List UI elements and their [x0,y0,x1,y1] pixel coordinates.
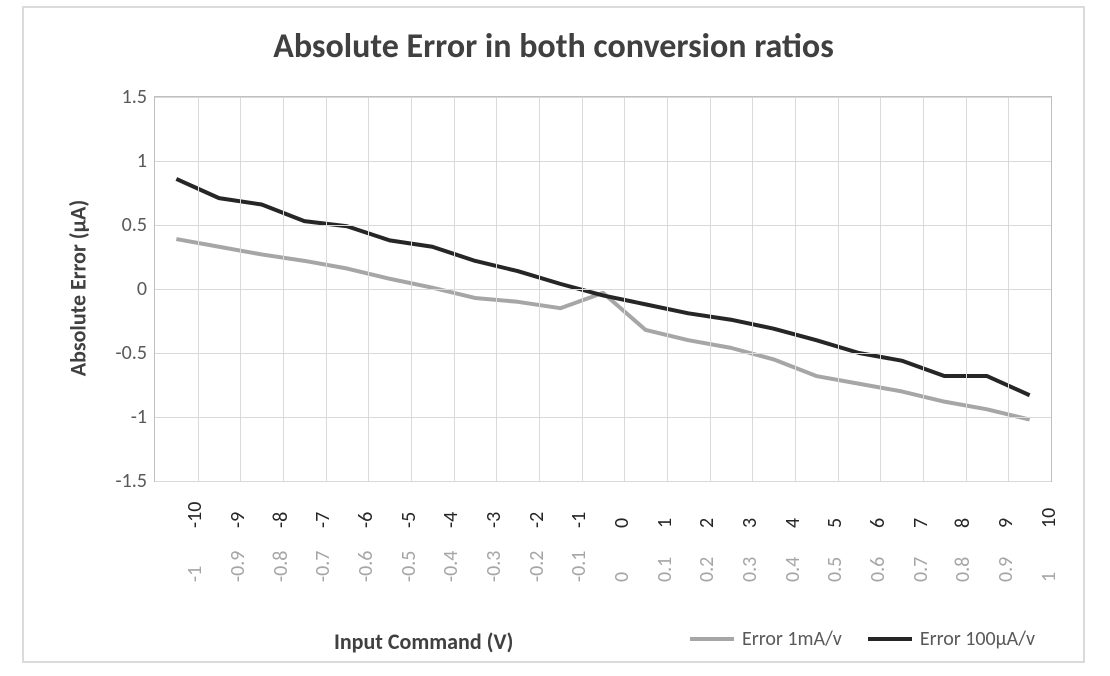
gridline-v [880,97,881,481]
series-line-0 [176,239,1029,419]
gridline-v [1008,97,1009,481]
gridline-v [326,97,327,481]
gridline-h [155,353,1051,354]
x-tick-label: 10 [1037,508,1061,528]
gridline-v [283,97,284,481]
gridline-v [966,97,967,481]
x-tick-label: -9 [226,512,250,528]
x-tick-label: -0.3 [482,551,506,582]
y-tick-label: -1 [131,405,147,429]
y-tick-label: 0 [137,277,147,301]
x-tick-label: -0.6 [354,551,378,582]
legend: Error 1mA/v Error 100µA/v [690,627,1035,651]
x-tick-label: 0.6 [866,557,890,582]
gridline-v [795,97,796,481]
x-tick-label: 0 [610,572,634,582]
gridline-h [155,481,1051,482]
gridline-v [368,97,369,481]
x-tick-label: 0 [610,518,634,528]
x-tick-label: 2 [695,518,719,528]
y-axis-label: Absolute Error (µA) [65,200,92,376]
y-tick-label: 1 [137,149,147,173]
x-tick-label: -1 [567,512,591,528]
gridline-v [454,97,455,481]
y-tick-label: -1.5 [116,469,147,493]
x-tick-label: 0.8 [951,557,975,582]
y-tick-label: -0.5 [116,341,147,365]
x-tick-label: 0.4 [781,557,805,582]
x-tick-label: -7 [311,512,335,528]
x-tick-label: 4 [781,518,805,528]
gridline-v [923,97,924,481]
gridline-v [838,97,839,481]
gridline-h [155,225,1051,226]
x-tick-label: 0.3 [738,557,762,582]
x-tick-label: -8 [269,512,293,528]
x-tick-label: -1 [183,566,207,582]
y-tick-label: 1.5 [122,85,147,109]
gridline-h [155,97,1051,98]
x-axis-label: Input Command (V) [334,628,513,655]
x-tick-label: 5 [823,518,847,528]
gridline-v [667,97,668,481]
x-tick-label: -4 [439,512,463,528]
gridline-v [582,97,583,481]
x-tick-label: 1 [1037,572,1061,582]
legend-label-1: Error 1mA/v [742,627,842,651]
gridline-v [539,97,540,481]
x-tick-label: -2 [525,512,549,528]
gridline-h [155,417,1051,418]
gridline-v [624,97,625,481]
x-tick-label: -6 [354,512,378,528]
x-tick-label: 0.5 [823,557,847,582]
legend-swatch-2 [868,637,912,641]
y-tick-label: 0.5 [122,213,147,237]
x-tick-label: 0.2 [695,557,719,582]
legend-item-2: Error 100µA/v [868,627,1035,651]
gridline-v [496,97,497,481]
x-tick-label: -0.2 [525,551,549,582]
chart-frame: Absolute Error in both conversion ratios… [22,6,1085,663]
x-tick-label: 9 [994,518,1018,528]
legend-label-2: Error 100µA/v [920,627,1035,651]
x-tick-label: -0.5 [397,551,421,582]
x-tick-label: -0.8 [269,551,293,582]
x-tick-label: -3 [482,512,506,528]
x-tick-label: -0.9 [226,551,250,582]
x-tick-label: 0.9 [994,557,1018,582]
x-tick-label: -0.7 [311,551,335,582]
gridline-v [240,97,241,481]
gridline-h [155,161,1051,162]
x-tick-label: 8 [951,518,975,528]
chart-title: Absolute Error in both conversion ratios [24,26,1083,67]
gridline-v [752,97,753,481]
plot-area: -1.5-1-0.500.511.5 [154,96,1052,482]
x-tick-label: -10 [183,502,207,528]
legend-item-1: Error 1mA/v [690,627,842,651]
x-tick-label: -0.4 [439,551,463,582]
gridline-h [155,289,1051,290]
x-tick-label: 3 [738,518,762,528]
gridline-v [411,97,412,481]
x-tick-label: 0.7 [909,557,933,582]
x-tick-label: 1 [653,518,677,528]
x-tick-label: 7 [909,518,933,528]
x-tick-label: 0.1 [653,557,677,582]
x-tick-label: -5 [397,512,421,528]
x-tick-label: -0.1 [567,551,591,582]
series-line-1 [176,179,1029,395]
legend-swatch-1 [690,637,734,641]
x-tick-label: 6 [866,518,890,528]
gridline-v [710,97,711,481]
gridline-v [198,97,199,481]
